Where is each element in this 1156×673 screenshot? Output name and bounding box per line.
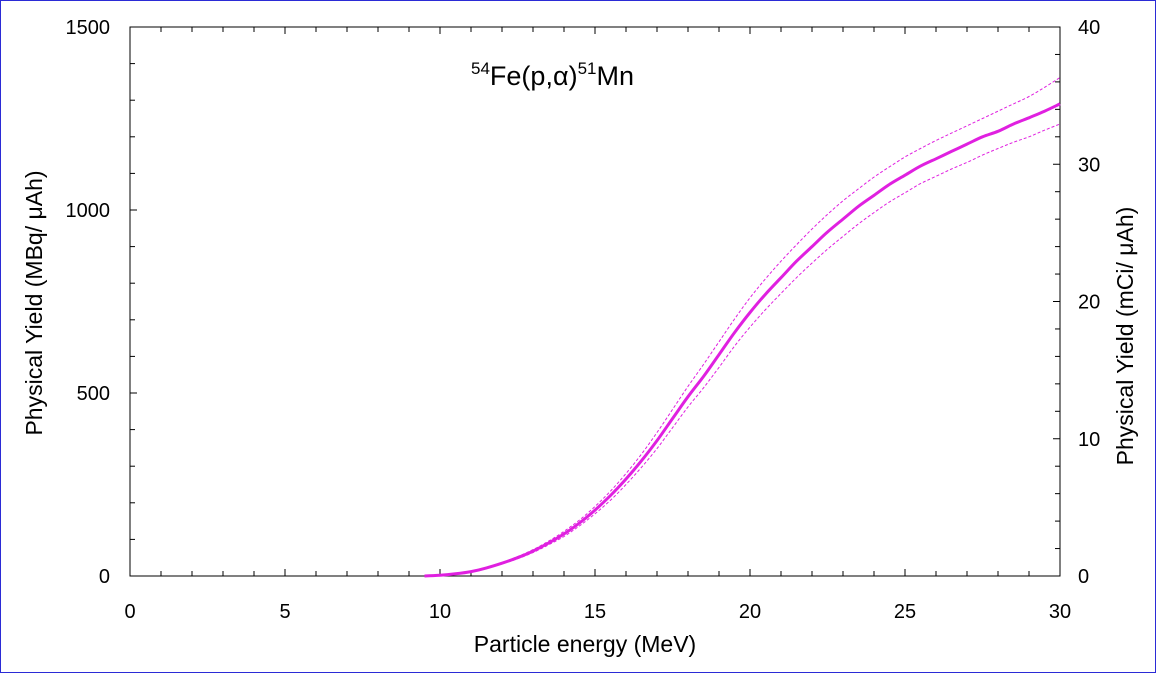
y2-tick-label: 10 bbox=[1078, 429, 1100, 451]
product-symbol: Mn bbox=[596, 61, 634, 91]
x-axis-label: Particle energy (MeV) bbox=[474, 631, 696, 657]
plot-area bbox=[129, 26, 1061, 577]
product-mass-number: 51 bbox=[578, 59, 597, 78]
y-axis-label: Physical Yield (MBq/ μAh) bbox=[21, 170, 47, 435]
x-tick-label: 5 bbox=[279, 601, 290, 623]
y-tick-label: 1000 bbox=[66, 200, 111, 222]
x-tick-label: 0 bbox=[124, 601, 135, 623]
y2-tick-label: 20 bbox=[1078, 292, 1100, 314]
plot-border bbox=[129, 26, 1061, 577]
reaction-title: 54Fe(p,α)51Mn bbox=[471, 59, 634, 91]
y2-tick-label: 0 bbox=[1078, 566, 1089, 588]
y2-tick-label: 30 bbox=[1078, 154, 1100, 176]
particle-symbol: α bbox=[553, 61, 569, 91]
y2-axis-label: Physical Yield (mCi/ μAh) bbox=[1112, 207, 1138, 466]
axis-ticks: 0 5 10 15 20 25 30 0 500 1000 1500 0 10 20 30 40 bbox=[66, 17, 1101, 623]
y-tick-label: 0 bbox=[99, 566, 110, 588]
x-tick-label: 10 bbox=[429, 601, 451, 623]
series-layer bbox=[424, 77, 1061, 578]
y2-tick-label: 40 bbox=[1078, 17, 1100, 39]
yield-curve-line bbox=[424, 102, 1061, 578]
x-tick-label: 20 bbox=[739, 601, 761, 623]
y-tick-label: 1500 bbox=[66, 17, 111, 39]
x-tick-label: 30 bbox=[1049, 601, 1071, 623]
target-mass-number: 54 bbox=[471, 59, 490, 78]
x-tick-label: 25 bbox=[894, 601, 916, 623]
reaction-close: ) bbox=[569, 61, 578, 91]
x-tick-label: 15 bbox=[584, 601, 606, 623]
uncertainty-band-line bbox=[424, 123, 1061, 577]
uncertainty-band-line bbox=[424, 77, 1061, 577]
target-symbol: Fe(p, bbox=[490, 61, 553, 91]
y-tick-label: 500 bbox=[77, 383, 110, 405]
